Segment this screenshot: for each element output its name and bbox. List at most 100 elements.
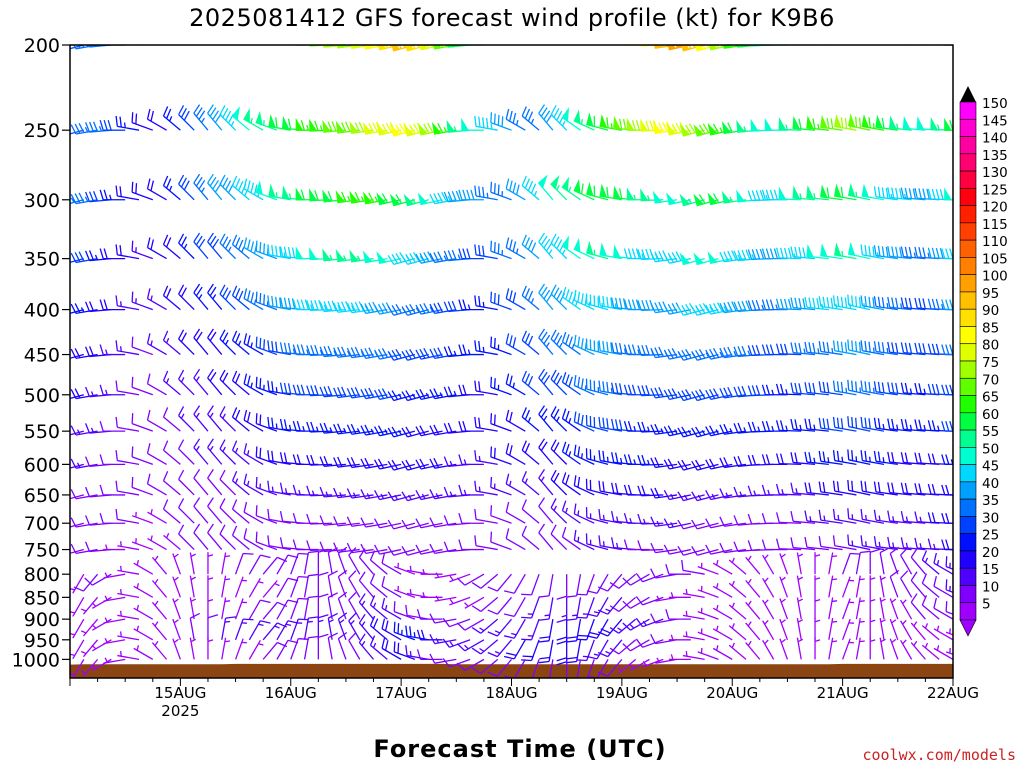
barb-full: [650, 613, 656, 624]
wind-barb: [538, 523, 554, 550]
wind-barb: [611, 510, 636, 524]
barb-full: [283, 246, 288, 258]
barb-half: [91, 602, 97, 607]
barb-full: [490, 291, 493, 303]
barb-full: [860, 535, 863, 546]
wind-barb: [635, 596, 664, 606]
barb-half: [294, 39, 295, 44]
wind-barb: [279, 510, 305, 524]
barb-half: [757, 426, 761, 432]
barb-half: [104, 617, 109, 623]
wind-barb: [333, 487, 360, 499]
barb-shaft: [548, 574, 554, 596]
wind-barb: [207, 597, 214, 620]
wind-barb: [393, 601, 416, 620]
barb-half: [154, 600, 159, 606]
wind-barb: [927, 538, 953, 551]
barb-full: [877, 296, 881, 308]
barb-full: [650, 488, 656, 499]
barb-full: [178, 174, 185, 185]
barb-half: [797, 598, 804, 603]
barb-full: [553, 442, 560, 452]
barb-shaft: [147, 537, 167, 551]
barb-shaft: [189, 618, 195, 640]
barb-half: [913, 621, 918, 627]
barb-full: [618, 118, 623, 130]
barb-full: [869, 32, 870, 42]
colorbar-swatch: [959, 205, 977, 224]
barb-full: [635, 572, 644, 583]
barb-flag: [349, 249, 359, 263]
barb-full: [631, 299, 637, 310]
wind-barb: [248, 45, 250, 46]
wind-barb: [869, 575, 876, 598]
barb-full: [433, 424, 440, 435]
wind-barb: [381, 597, 402, 620]
credit-link[interactable]: coolwx.com/models: [862, 746, 1016, 764]
wind-barb: [131, 336, 154, 356]
barb-shaft: [683, 548, 705, 556]
barb-full: [231, 330, 238, 341]
wind-barb: [306, 485, 333, 497]
barb-full: [747, 345, 753, 356]
wind-barb: [178, 406, 195, 432]
barb-full: [804, 296, 808, 308]
wind-barb: [401, 491, 429, 502]
barb-full: [524, 409, 531, 420]
barb-full: [887, 296, 891, 308]
barb-full: [259, 337, 262, 349]
barb-full: [354, 122, 361, 133]
barb-half: [120, 565, 122, 572]
barb-half: [731, 623, 735, 629]
barb-full: [927, 247, 932, 259]
barb-full: [371, 45, 375, 48]
wind-barb: [219, 469, 237, 496]
barb-shaft: [596, 659, 609, 678]
barb-half: [105, 544, 108, 550]
barb-full: [812, 297, 816, 309]
barb-full: [131, 413, 134, 424]
wind-barb: [728, 580, 747, 598]
barb-half: [150, 295, 153, 301]
barb-full: [747, 300, 753, 311]
barb-half: [924, 39, 925, 44]
barb-full: [275, 341, 278, 353]
wind-barb: [573, 529, 595, 551]
wind-barb: [779, 576, 789, 598]
barb-full: [437, 122, 444, 133]
wind-barb: [712, 604, 733, 620]
barb-full: [618, 188, 623, 199]
barb-full: [927, 298, 932, 309]
wind-barb: [550, 329, 568, 356]
barb-full: [296, 420, 301, 432]
barb-full: [538, 468, 546, 479]
barb-half: [486, 192, 489, 199]
wind-barb: [873, 481, 898, 496]
wind-barb: [666, 121, 691, 136]
barb-full: [115, 185, 118, 197]
barb-full: [314, 120, 319, 131]
barb-shaft: [762, 599, 775, 620]
barb-shaft: [92, 573, 112, 586]
wind-barb: [927, 383, 953, 396]
barb-full: [900, 537, 905, 548]
barb-half: [561, 614, 567, 618]
barb-flag: [709, 45, 718, 51]
barb-full: [478, 340, 481, 352]
wind-barb: [490, 376, 512, 396]
barb-flag: [244, 25, 249, 37]
wind-barb: [521, 573, 540, 596]
wind-barb: [255, 531, 278, 551]
wind-barb: [728, 557, 747, 575]
barb-full: [190, 612, 200, 619]
barb-half: [797, 619, 804, 623]
wind-barb: [663, 251, 691, 264]
barb-half: [351, 305, 355, 311]
barb-half: [150, 508, 153, 515]
barb-full: [868, 381, 871, 393]
wind-barb: [434, 572, 457, 579]
barb-full: [456, 622, 466, 631]
wind-barb: [873, 381, 898, 396]
barb-full: [597, 651, 608, 658]
barb-shaft: [576, 619, 582, 641]
